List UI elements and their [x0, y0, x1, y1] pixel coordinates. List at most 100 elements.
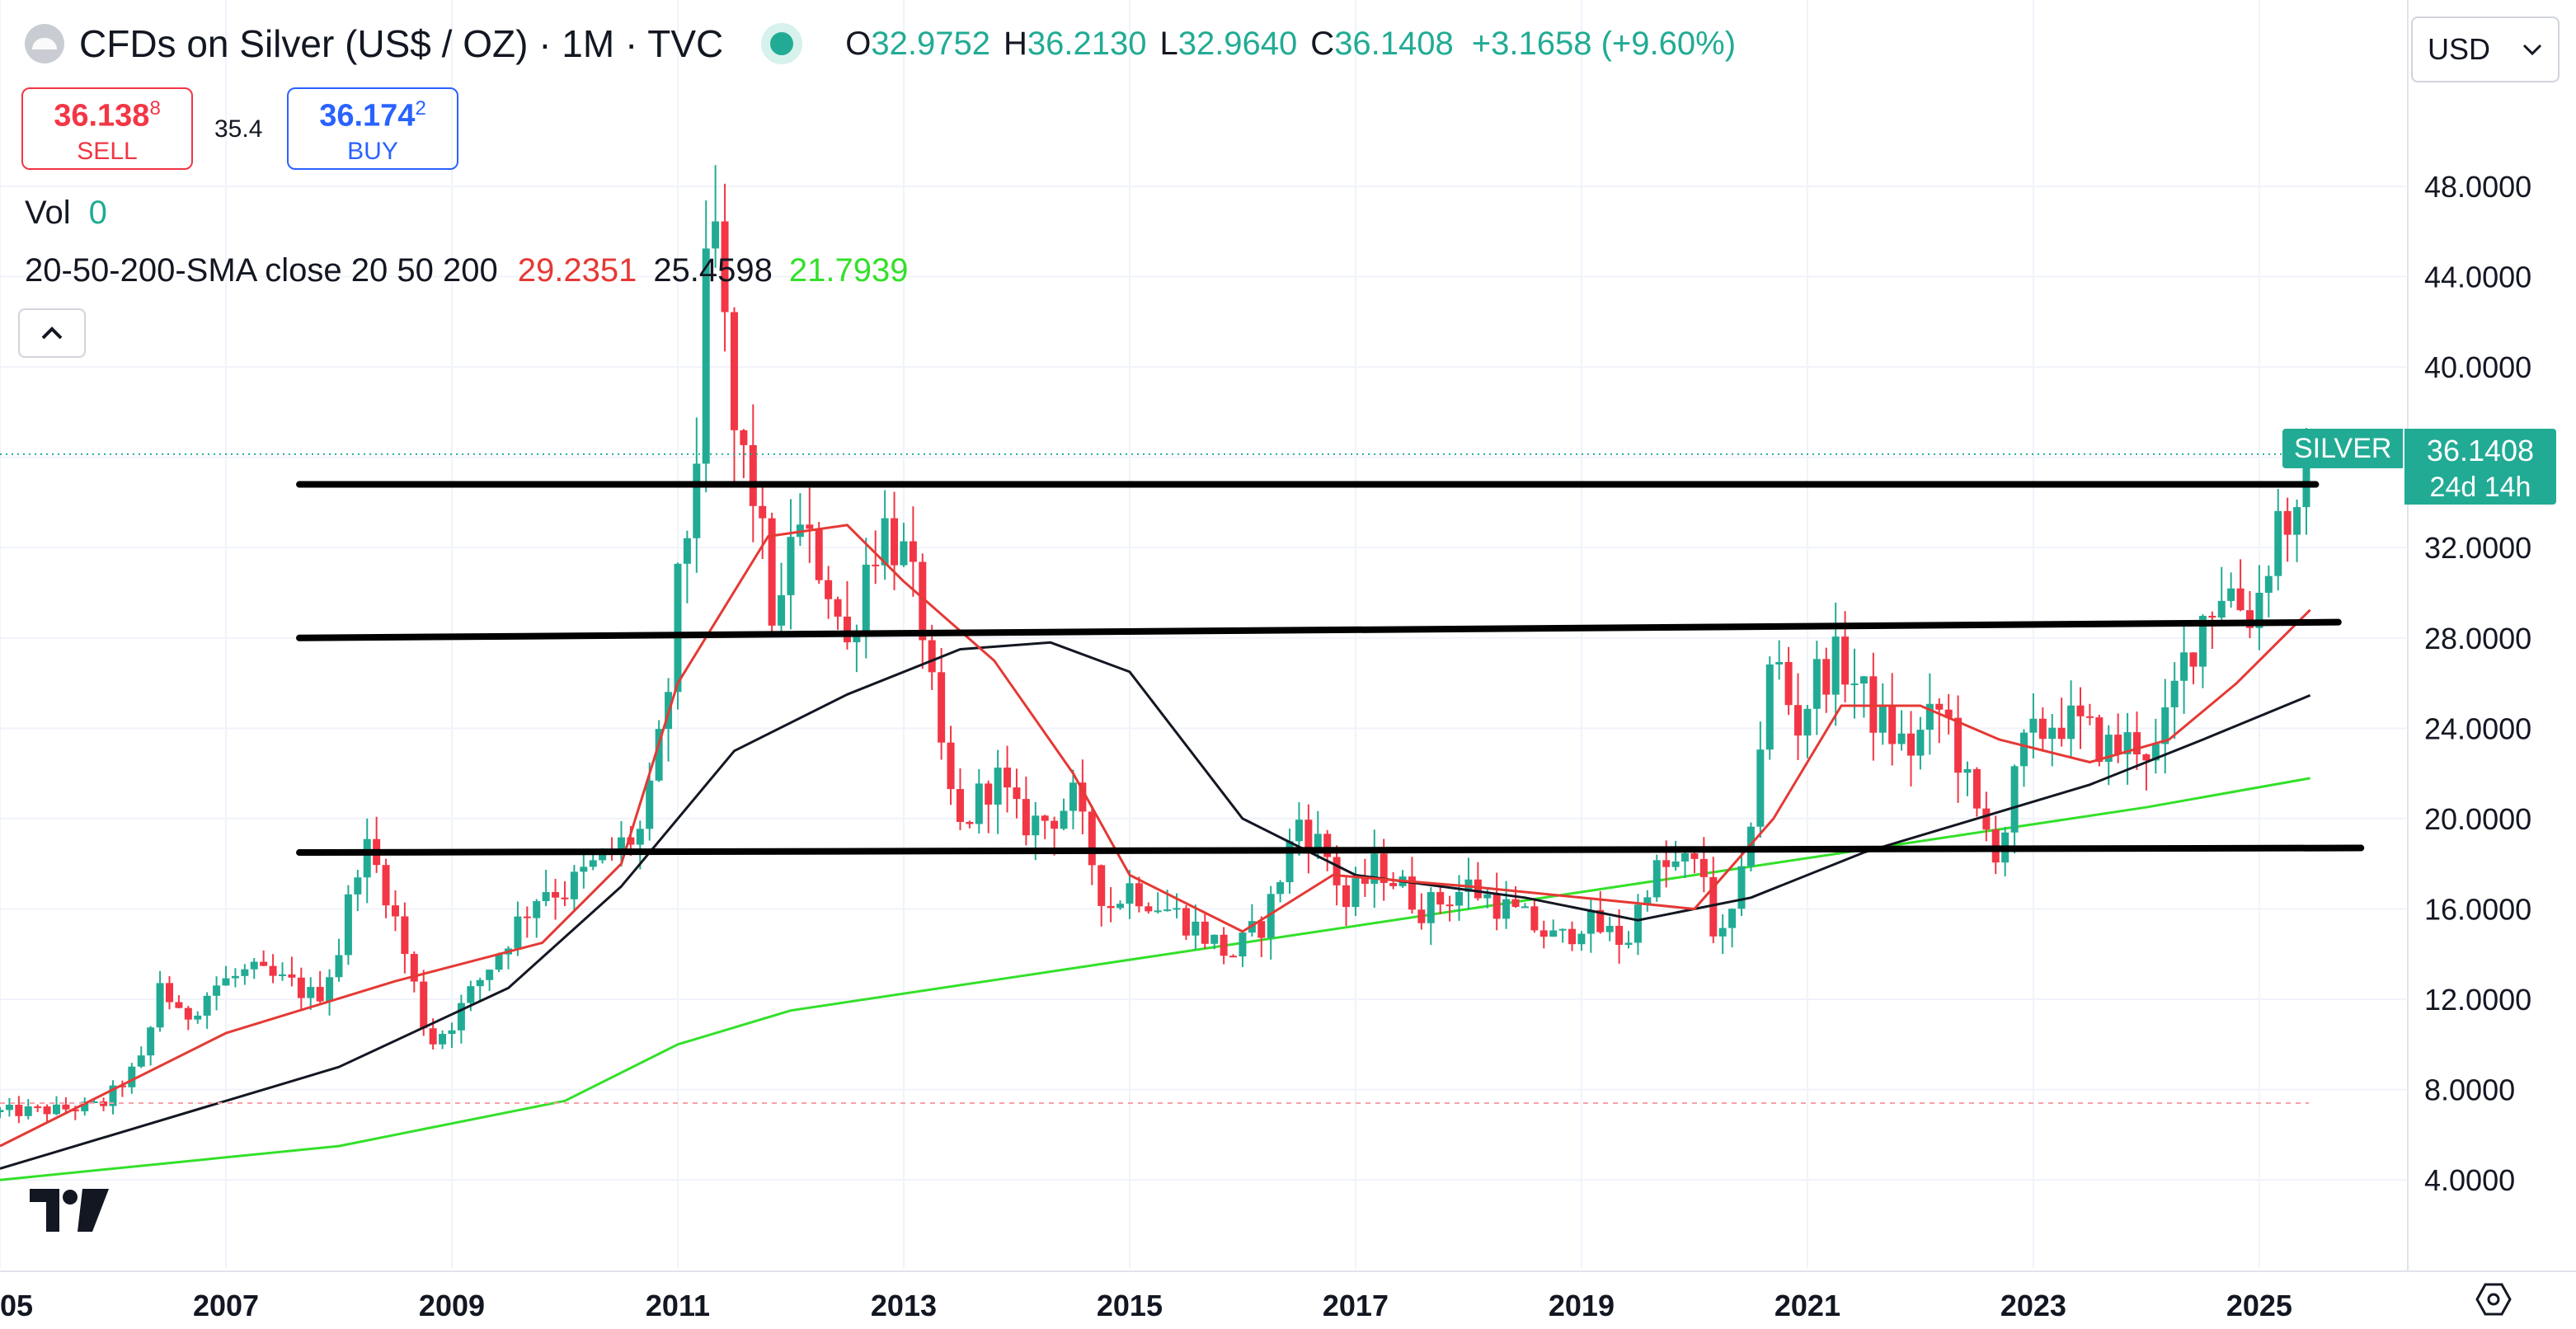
candle: [24, 1099, 32, 1120]
candle-body: [24, 1106, 32, 1116]
candle-body: [749, 444, 757, 506]
candle: [975, 768, 983, 834]
candle: [2151, 718, 2160, 774]
candle-body: [1652, 860, 1661, 898]
sma-200-line: [0, 777, 2310, 1181]
candle: [2057, 697, 2066, 747]
trend-lines[interactable]: [296, 481, 2365, 857]
candle-body: [15, 1104, 23, 1116]
candle: [2170, 662, 2179, 740]
candle: [1210, 934, 1219, 950]
currency-select[interactable]: USD: [2411, 16, 2560, 82]
candle: [495, 952, 503, 973]
candle-body: [335, 955, 343, 978]
candle: [994, 749, 1002, 834]
candle: [2161, 679, 2169, 774]
candle: [1935, 698, 1944, 744]
candle-body: [420, 981, 428, 1029]
candle: [1116, 900, 1125, 910]
candle: [1060, 798, 1068, 831]
sma-200-value: 21.7939: [788, 252, 909, 289]
candle-body: [881, 518, 889, 566]
candle: [1803, 704, 1812, 758]
settings-hexagon-icon[interactable]: [2474, 1280, 2513, 1319]
candle-body: [2227, 588, 2235, 601]
candle-body: [401, 916, 409, 955]
candle: [1916, 716, 1925, 770]
trend-line[interactable]: [296, 618, 2342, 641]
candle-body: [1577, 933, 1586, 945]
candle: [1022, 776, 1030, 846]
candle: [683, 530, 691, 603]
candle-body: [1455, 891, 1464, 906]
candle-body: [147, 1027, 155, 1056]
candle-body: [1107, 905, 1115, 909]
tradingview-logo-icon[interactable]: [30, 1189, 109, 1232]
candle: [1182, 904, 1190, 941]
candle: [938, 647, 946, 760]
candle-body: [1568, 928, 1577, 945]
candle: [909, 506, 917, 597]
candle: [749, 404, 757, 542]
candle-body: [34, 1106, 42, 1108]
low-value: 32.9640: [1178, 25, 1298, 62]
candle: [344, 885, 352, 965]
candle: [1145, 902, 1153, 914]
candle: [1408, 857, 1416, 914]
chevron-up-icon: [41, 326, 63, 340]
trend-line[interactable]: [296, 844, 2365, 857]
y-axis[interactable]: 4.0000 8.0000 12.0000 16.0000 20.0000 24.0000…: [2424, 170, 2531, 1197]
candle: [712, 165, 720, 268]
candle: [806, 487, 814, 563]
candle-body: [344, 894, 352, 956]
candle: [872, 530, 880, 585]
volume-legend[interactable]: Vol 0: [25, 195, 107, 232]
candle: [175, 995, 183, 1009]
candle: [2236, 559, 2245, 612]
candle-body: [1267, 894, 1275, 938]
buy-button[interactable]: 36.1742 BUY: [287, 87, 458, 170]
sell-button[interactable]: 36.1388 SELL: [21, 87, 193, 170]
x-axis[interactable]: 2005 2007 2009 2011 2013 2015 2017 2019 2021 2023…: [0, 1289, 2292, 1322]
candle: [1831, 602, 1840, 726]
collapse-legend-button[interactable]: [18, 308, 86, 358]
candle-body: [156, 983, 164, 1028]
candle: [15, 1096, 23, 1124]
candle-body: [1182, 908, 1190, 936]
candle-body: [1888, 705, 1897, 744]
y-tick-label: 8.0000: [2424, 1073, 2515, 1107]
candle-body: [62, 1104, 70, 1110]
candle-body: [194, 1015, 202, 1020]
x-tick-label: 2013: [871, 1289, 937, 1322]
market-status-dot-icon[interactable]: [761, 23, 803, 64]
candle-body: [2198, 615, 2207, 667]
candle: [721, 183, 729, 352]
sell-price: 36.1388: [54, 97, 161, 134]
candle-body: [759, 505, 767, 519]
candle-body: [1944, 709, 1953, 718]
candle-body: [1718, 927, 1727, 937]
silver-symbol-icon[interactable]: [25, 24, 64, 63]
candle-body: [1445, 904, 1454, 907]
bar-countdown: 24d 14h: [2429, 472, 2531, 503]
x-tick-label: 2023: [2000, 1289, 2066, 1322]
candle: [1888, 673, 1897, 766]
candle-body: [2057, 727, 2066, 740]
sma-50-path: [0, 641, 2311, 1170]
y-tick-label: 48.0000: [2424, 170, 2531, 204]
candle: [1972, 767, 1981, 817]
candle: [1822, 647, 1831, 713]
candle: [335, 938, 343, 982]
candle: [1784, 646, 1793, 716]
candle-body: [175, 1002, 183, 1008]
sma-legend[interactable]: 20-50-200-SMA close 20 50 200 29.2351 25…: [25, 252, 909, 289]
candle-body: [118, 1085, 126, 1087]
symbol-title[interactable]: CFDs on Silver (US$ / OZ) · 1M · TVC: [79, 22, 724, 65]
candle: [109, 1080, 117, 1115]
candle-body: [1154, 910, 1162, 913]
candle-body: [1314, 834, 1322, 850]
candle: [2067, 680, 2075, 758]
symbol-price-tag: SILVER: [2282, 429, 2404, 468]
candle: [81, 1097, 89, 1116]
